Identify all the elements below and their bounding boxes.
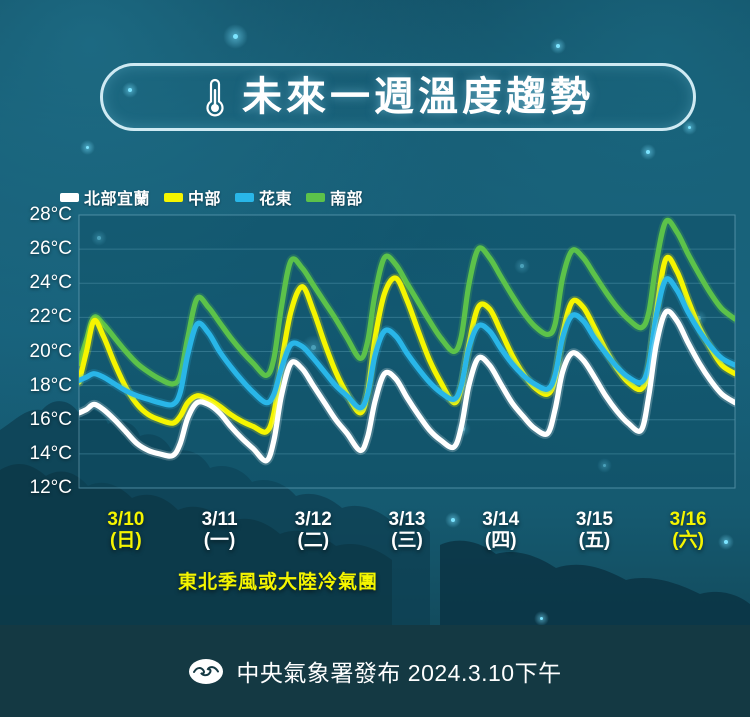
x-tick-date: 3/11: [201, 509, 238, 530]
legend-label: 中部: [188, 191, 222, 208]
legend-swatch-icon: [306, 192, 326, 202]
x-tick-date: 3/15: [575, 509, 613, 530]
series-line-south: [79, 217, 735, 387]
x-tick-date: 3/12: [294, 509, 332, 530]
x-axis-tick-3-16: 3/16 (六): [670, 509, 707, 552]
page-title-pill: 未來一週溫度趨勢: [100, 63, 696, 131]
footer-bar: 中央氣象署發布 2024.3.10下午: [0, 625, 750, 717]
series-line-central: [79, 254, 735, 435]
x-axis-tick-3-12: 3/12 (二): [295, 509, 332, 552]
x-tick-date: 3/10: [107, 509, 145, 530]
y-axis: 28°C 26°C 24°C 22°C 20°C 18°C 16°C 14°C 12°C: [0, 0, 72, 717]
x-tick-weekday: (三): [391, 530, 423, 552]
series-line-east: [79, 276, 735, 411]
y-axis-tick-label: 28°C: [29, 204, 72, 225]
y-axis-tick-label: 24°C: [29, 272, 72, 294]
x-tick-date: 3/16: [669, 509, 707, 530]
x-tick-weekday: (四): [484, 530, 517, 552]
x-axis-tick-3-15: 3/15 (五): [576, 509, 613, 552]
x-tick-weekday: (二): [297, 530, 330, 552]
x-tick-weekday: (一): [203, 530, 236, 552]
x-axis-tick-3-11: 3/11 (一): [202, 509, 238, 552]
legend-swatch-icon: [164, 192, 184, 202]
y-axis-tick-label: 18°C: [29, 374, 72, 396]
x-tick-weekday: (六): [672, 530, 704, 552]
legend-swatch-icon: [235, 192, 255, 202]
legend-item-central[interactable]: 中部: [164, 185, 221, 209]
y-axis-tick-label: 22°C: [29, 306, 72, 328]
x-tick-date: 3/13: [388, 509, 426, 530]
legend-item-north[interactable]: 北部宜蘭: [60, 185, 150, 209]
y-axis-tick-label: 26°C: [29, 238, 72, 260]
legend-item-south[interactable]: 南部: [306, 185, 363, 209]
footer-text: 中央氣象署發布 2024.3.10下午: [236, 660, 562, 686]
page-title: 未來一週溫度趨勢: [242, 75, 594, 119]
legend-swatch-icon: [60, 192, 79, 202]
y-axis-tick-label: 20°C: [29, 340, 72, 362]
x-tick-weekday: (五): [578, 530, 611, 552]
thermometer-icon: [206, 78, 224, 117]
x-tick-date: 3/14: [482, 509, 520, 530]
series-line-north: [79, 308, 735, 464]
x-axis-tick-3-14: 3/14 (四): [482, 509, 519, 552]
x-axis-tick-3-13: 3/13 (三): [389, 509, 426, 552]
weather-annotation: 東北季風或大陸冷氣團: [178, 572, 379, 593]
legend-label: 花東: [259, 191, 293, 208]
cwa-logo-icon: [189, 658, 224, 684]
chart-legend: 北部宜蘭 中部 花東 南部: [60, 185, 363, 209]
x-tick-weekday: (日): [110, 530, 142, 552]
y-axis-tick-label: 16°C: [29, 408, 72, 430]
legend-label: 南部: [330, 191, 364, 208]
y-axis-tick-label: 12°C: [29, 477, 72, 498]
legend-item-east[interactable]: 花東: [235, 185, 292, 209]
legend-label: 北部宜蘭: [84, 191, 151, 208]
y-axis-tick-label: 14°C: [29, 442, 72, 464]
x-axis-tick-3-10: 3/10 (日): [107, 509, 144, 552]
